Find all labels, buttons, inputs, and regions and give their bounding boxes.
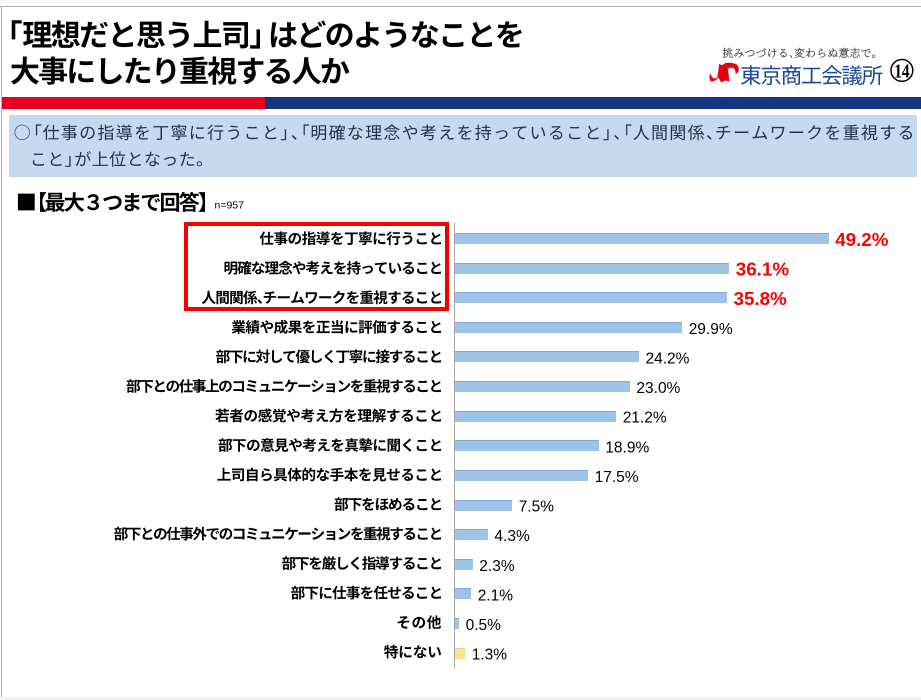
- svg-text:49.2%: 49.2%: [835, 229, 889, 250]
- svg-text:21.2%: 21.2%: [623, 410, 667, 427]
- svg-text:n=957: n=957: [215, 200, 245, 212]
- svg-text:36.1%: 36.1%: [736, 258, 790, 279]
- svg-text:1.3%: 1.3%: [472, 647, 508, 664]
- svg-text:0.5%: 0.5%: [466, 617, 502, 634]
- svg-text:17.5%: 17.5%: [595, 469, 639, 486]
- svg-text:7.5%: 7.5%: [519, 499, 555, 516]
- svg-text:4.3%: 4.3%: [494, 528, 530, 545]
- svg-text:23.0%: 23.0%: [636, 380, 680, 397]
- svg-text:18.9%: 18.9%: [605, 439, 649, 456]
- svg-text:24.2%: 24.2%: [646, 351, 690, 368]
- svg-text:14: 14: [894, 61, 909, 83]
- svg-text:2.1%: 2.1%: [478, 587, 514, 604]
- svg-text:2.3%: 2.3%: [479, 558, 515, 575]
- svg-text:35.8%: 35.8%: [734, 288, 788, 309]
- svg-text:29.9%: 29.9%: [689, 321, 733, 338]
